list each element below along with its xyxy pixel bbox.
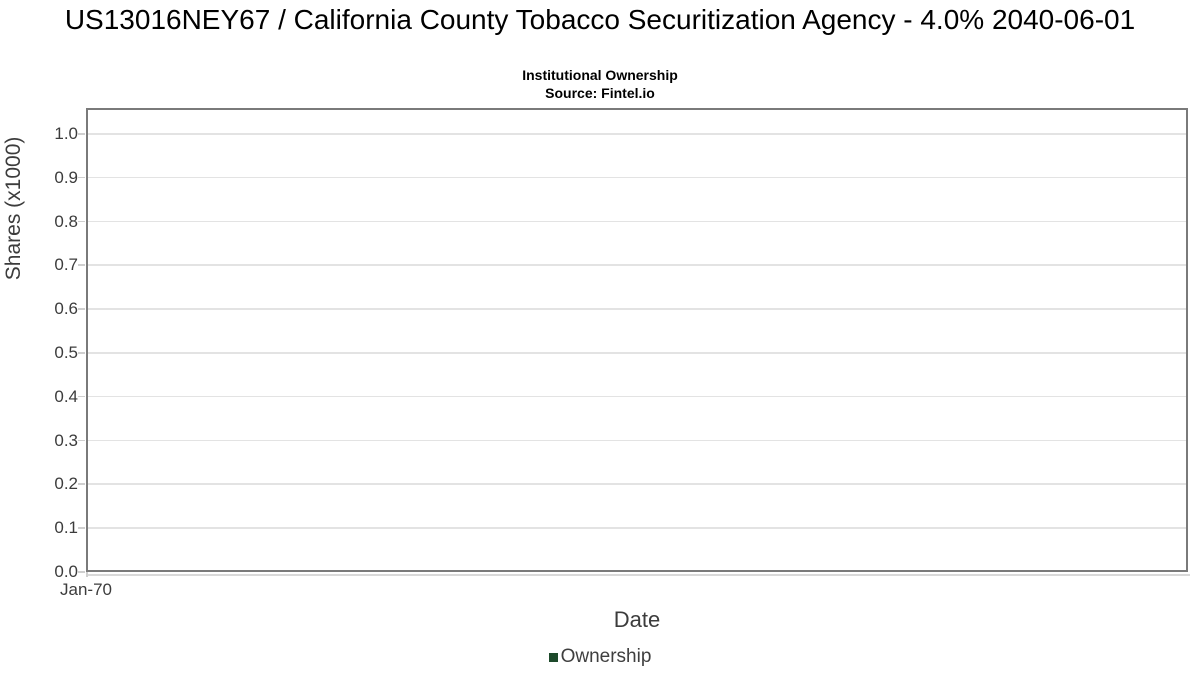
- y-tick-mark: [78, 220, 85, 223]
- x-tick-label: Jan-70: [60, 580, 112, 599]
- y-tick-mark: [78, 264, 85, 266]
- y-tick-label: 0.3: [54, 430, 78, 450]
- gridline: [88, 176, 1186, 179]
- legend: Ownership: [0, 646, 1200, 668]
- x-axis-title: Date: [613, 607, 661, 632]
- y-tick-mark: [78, 176, 85, 179]
- gridline: [88, 133, 1186, 135]
- plot-area: [86, 108, 1188, 572]
- legend-label: Ownership: [560, 646, 652, 667]
- gridline: [88, 308, 1186, 310]
- chart-source-label: Source: Fintel.io: [545, 85, 655, 101]
- y-tick-mark: [78, 527, 85, 529]
- y-axis-title: Shares (x1000): [2, 136, 25, 281]
- gridline: [88, 264, 1186, 266]
- legend-item-ownership[interactable]: Ownership: [548, 646, 652, 668]
- gridline: [88, 395, 1186, 398]
- y-tick-label: 0.6: [54, 299, 78, 319]
- y-tick-label: 0.8: [54, 211, 78, 231]
- y-tick-mark: [78, 395, 85, 398]
- y-tick-label: 0.1: [54, 518, 78, 538]
- y-tick-label: 0.4: [54, 386, 78, 406]
- y-tick-mark: [78, 439, 85, 442]
- y-tick-label: 0.2: [54, 474, 78, 494]
- y-tick-mark: [78, 483, 85, 485]
- chart-subtitle: Institutional Ownership: [522, 67, 678, 83]
- y-tick-label: 0.9: [54, 167, 78, 187]
- gridline: [88, 483, 1186, 485]
- gridline: [88, 352, 1186, 354]
- y-tick-label: 0.0: [54, 562, 78, 581]
- x-axis-line: [86, 574, 1190, 576]
- gridline: [88, 527, 1186, 529]
- y-tick-label: 1.0: [54, 124, 78, 143]
- y-tick-mark: [78, 133, 85, 135]
- legend-marker-icon: [548, 652, 558, 662]
- y-tick-mark: [78, 571, 85, 573]
- chart-title: US13016NEY67 / California County Tobacco…: [64, 4, 1136, 35]
- y-tick-mark: [78, 308, 85, 310]
- y-tick-label: 0.7: [54, 255, 78, 275]
- y-tick-mark: [78, 352, 85, 354]
- gridline: [88, 439, 1186, 442]
- x-tick-mark: [86, 572, 88, 577]
- y-tick-label: 0.5: [54, 343, 78, 362]
- gridline: [88, 220, 1186, 223]
